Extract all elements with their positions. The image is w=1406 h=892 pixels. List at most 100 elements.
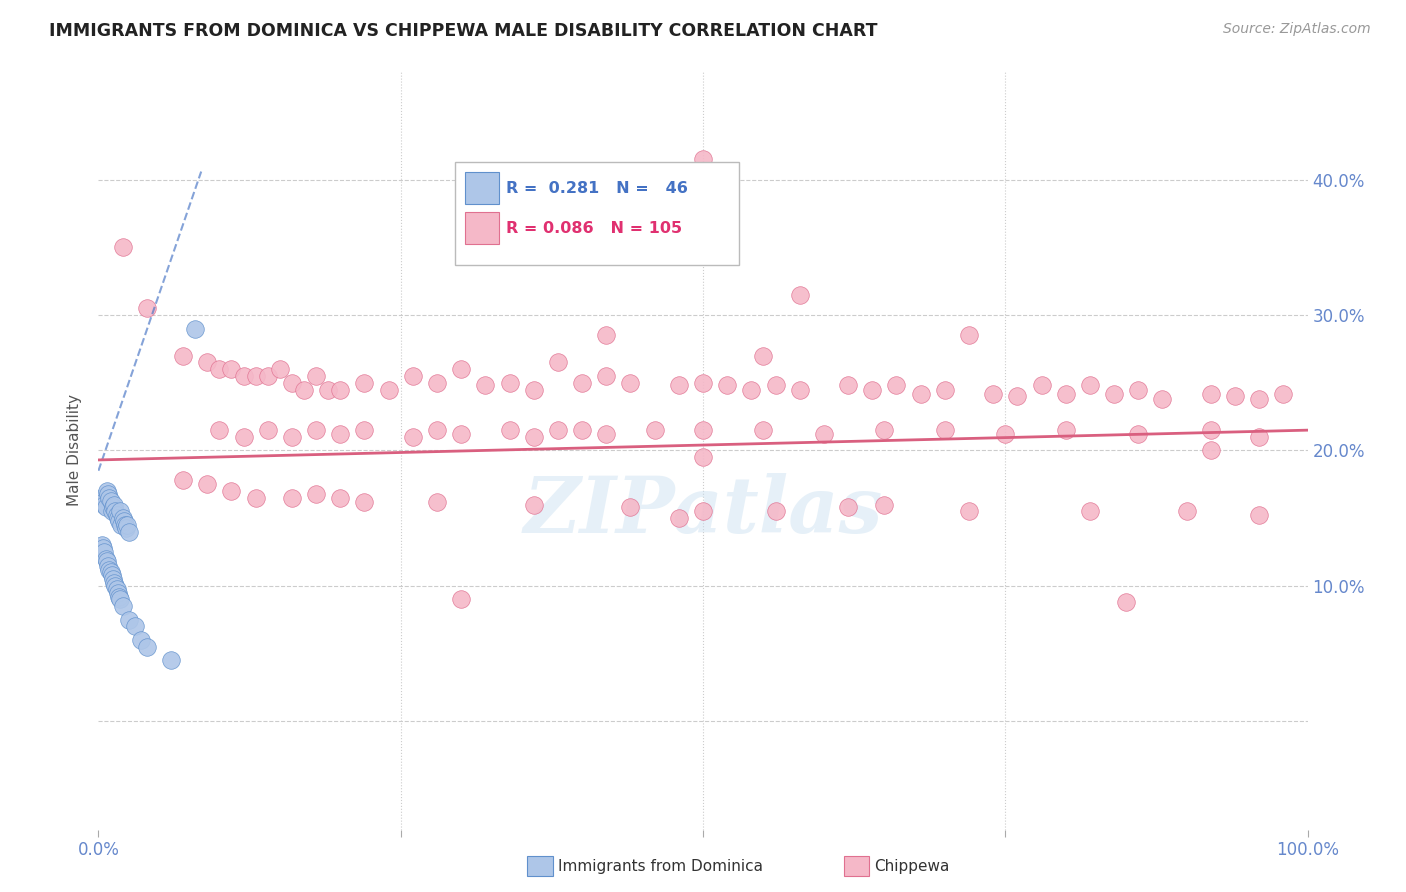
Point [1128, 383, 1150, 397]
Point [981, 386, 1004, 401]
Point [101, 572, 124, 586]
Point [117, 517, 139, 532]
Point [101, 500, 124, 515]
Point [96, 484, 118, 499]
Point [1054, 423, 1077, 437]
Point [523, 498, 546, 512]
Point [474, 378, 496, 392]
Point [269, 362, 291, 376]
Point [523, 430, 546, 444]
Point [100, 566, 122, 580]
Bar [465, 172, 499, 204]
Text: Immigrants from Dominica: Immigrants from Dominica [558, 859, 763, 873]
Point [426, 423, 449, 437]
Point [1128, 427, 1150, 442]
Point [595, 328, 617, 343]
Point [353, 495, 375, 509]
Point [813, 427, 835, 442]
Point [595, 369, 617, 384]
Point [837, 500, 859, 515]
Point [118, 524, 141, 539]
Point [195, 477, 218, 491]
Text: R = 0.086   N = 105: R = 0.086 N = 105 [506, 221, 682, 235]
Text: Chippewa: Chippewa [875, 859, 950, 873]
Y-axis label: Male Disability: Male Disability [67, 394, 83, 507]
Point [619, 376, 641, 390]
Point [208, 423, 231, 437]
Point [498, 423, 520, 437]
Point [111, 511, 134, 525]
Point [97, 487, 120, 501]
Point [245, 491, 267, 505]
Point [1031, 378, 1053, 392]
Point [103, 498, 125, 512]
Point [124, 619, 146, 633]
Point [402, 430, 425, 444]
Point [329, 491, 352, 505]
Point [281, 430, 304, 444]
Point [1199, 423, 1222, 437]
Point [789, 287, 811, 301]
Point [91, 538, 114, 552]
Point [426, 495, 449, 509]
Point [91, 491, 114, 505]
Point [692, 153, 714, 167]
Point [934, 383, 956, 397]
Point [1152, 392, 1174, 406]
Point [329, 427, 352, 442]
Point [644, 423, 666, 437]
Point [1249, 508, 1271, 523]
Point [450, 592, 472, 607]
Point [221, 362, 243, 376]
Text: ZIPatlas: ZIPatlas [523, 473, 883, 549]
Point [281, 376, 304, 390]
Point [104, 504, 127, 518]
Text: R =  0.281   N =   46: R = 0.281 N = 46 [506, 180, 688, 195]
Point [256, 423, 278, 437]
Point [873, 423, 896, 437]
Point [498, 376, 520, 390]
Point [100, 504, 122, 518]
Point [860, 383, 883, 397]
Point [1249, 392, 1271, 406]
Point [305, 423, 328, 437]
Point [450, 362, 472, 376]
Text: Source: ZipAtlas.com: Source: ZipAtlas.com [1223, 22, 1371, 37]
Point [232, 369, 254, 384]
Point [934, 423, 956, 437]
Point [789, 383, 811, 397]
Point [129, 633, 152, 648]
Point [1175, 504, 1198, 518]
Point [873, 498, 896, 512]
Point [245, 369, 267, 384]
Point [98, 563, 121, 577]
Point [765, 378, 787, 392]
Point [118, 613, 141, 627]
Point [402, 369, 425, 384]
Point [547, 423, 569, 437]
Point [105, 582, 128, 596]
Point [957, 328, 980, 343]
Point [1272, 386, 1295, 401]
Point [426, 376, 449, 390]
Point [1115, 595, 1137, 609]
Point [668, 378, 690, 392]
Point [221, 484, 243, 499]
Point [195, 355, 218, 369]
Point [1223, 389, 1246, 403]
Point [110, 517, 132, 532]
Point [353, 423, 375, 437]
Point [910, 386, 932, 401]
Point [752, 349, 775, 363]
Point [740, 383, 762, 397]
Point [114, 517, 136, 532]
Point [329, 383, 352, 397]
Point [100, 568, 122, 582]
Point [886, 378, 908, 392]
Point [957, 504, 980, 518]
Point [716, 378, 738, 392]
Point [160, 653, 183, 667]
Point [523, 383, 546, 397]
Point [184, 321, 207, 335]
Point [1078, 378, 1101, 392]
